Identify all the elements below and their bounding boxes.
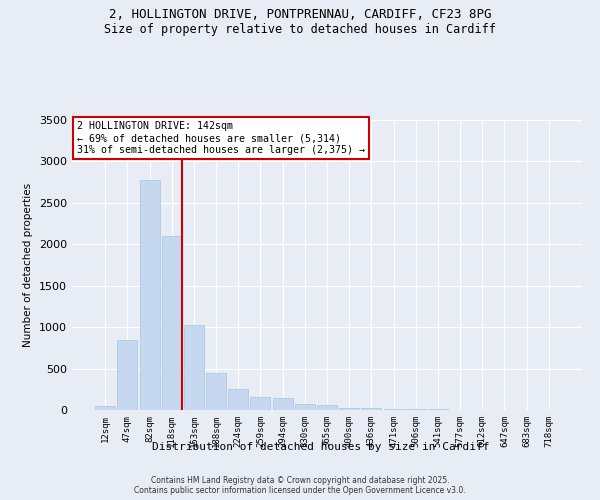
Text: 2 HOLLINGTON DRIVE: 142sqm
← 69% of detached houses are smaller (5,314)
31% of s: 2 HOLLINGTON DRIVE: 142sqm ← 69% of deta…: [77, 122, 365, 154]
Text: 2, HOLLINGTON DRIVE, PONTPRENNAU, CARDIFF, CF23 8PG: 2, HOLLINGTON DRIVE, PONTPRENNAU, CARDIF…: [109, 8, 491, 20]
Bar: [339, 408, 359, 410]
Y-axis label: Number of detached properties: Number of detached properties: [23, 183, 34, 347]
Bar: [272, 398, 293, 410]
Text: Contains HM Land Registry data © Crown copyright and database right 2025.
Contai: Contains HM Land Registry data © Crown c…: [134, 476, 466, 495]
Bar: [361, 408, 382, 410]
Bar: [228, 390, 248, 410]
Bar: [317, 406, 337, 410]
Bar: [162, 236, 182, 410]
Bar: [250, 397, 271, 410]
Bar: [406, 409, 426, 410]
Text: Distribution of detached houses by size in Cardiff: Distribution of detached houses by size …: [152, 442, 490, 452]
Bar: [383, 409, 404, 410]
Bar: [95, 406, 115, 410]
Bar: [140, 180, 160, 410]
Bar: [184, 324, 204, 410]
Bar: [295, 404, 315, 410]
Text: Size of property relative to detached houses in Cardiff: Size of property relative to detached ho…: [104, 22, 496, 36]
Bar: [118, 340, 137, 410]
Bar: [206, 372, 226, 410]
